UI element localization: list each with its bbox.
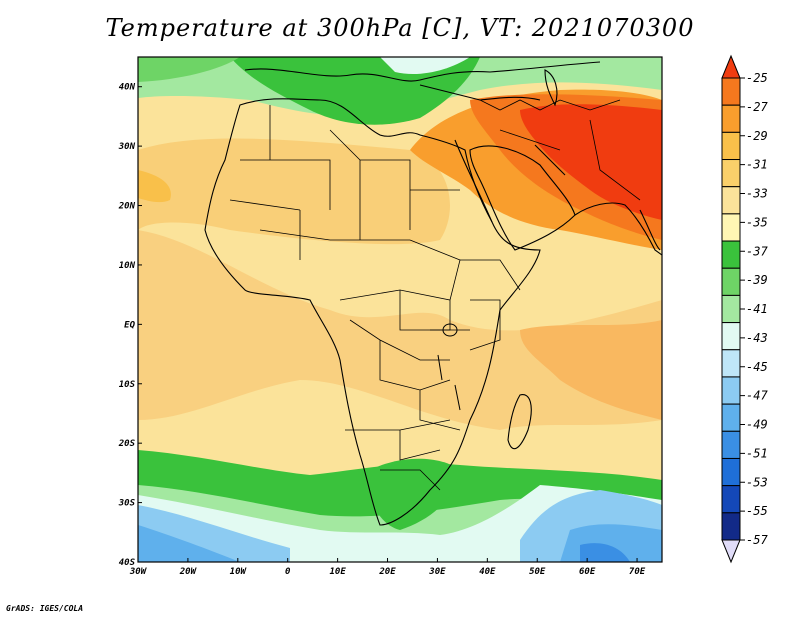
field-south-deepblue bbox=[138, 525, 240, 562]
colorbar-box bbox=[721, 77, 741, 106]
colorbar-label: -39 bbox=[746, 273, 768, 287]
colorbar-label: -45 bbox=[746, 360, 768, 374]
colorbar-label: -41 bbox=[746, 302, 768, 316]
border-lines-east bbox=[430, 259, 521, 351]
x-tick-label: 70E bbox=[629, 567, 646, 577]
colorbar-box bbox=[721, 512, 741, 541]
x-tick-label: 40E bbox=[479, 567, 496, 577]
field-indian-ocean-warm bbox=[520, 320, 662, 420]
border-lines-north bbox=[229, 105, 460, 260]
colorbar-box bbox=[721, 294, 741, 324]
colorbar-label: -43 bbox=[746, 331, 768, 345]
colorbar-box bbox=[721, 131, 741, 161]
colorbar-label: -47 bbox=[746, 389, 768, 403]
country-borders bbox=[229, 99, 641, 491]
y-tick-label: 30S bbox=[118, 499, 136, 509]
colorbar-label: -35 bbox=[746, 215, 768, 229]
x-tick-label: 50E bbox=[529, 567, 546, 577]
arabian-peninsula bbox=[469, 145, 576, 251]
colorbar-box bbox=[721, 430, 741, 459]
y-tick-label: 10N bbox=[119, 261, 136, 271]
colorbar-box bbox=[721, 213, 741, 242]
colorbar-label: -51 bbox=[746, 446, 768, 460]
x-axis: 30W 20W 10W 0 10E 20E 30E 40E 50E 60E 70E bbox=[129, 558, 646, 577]
lake-malawi bbox=[454, 384, 461, 411]
lake-tanganyika bbox=[437, 354, 443, 381]
x-tick-label: 30E bbox=[428, 567, 446, 577]
colorbar: -25 -27 -29 -31 -33 -35 -37 -39 -41 -43 -45 -47 -49 -… bbox=[721, 54, 768, 564]
colorbar-box bbox=[721, 485, 741, 514]
africa-coastline bbox=[204, 98, 541, 526]
lakes bbox=[437, 323, 461, 411]
x-tick-label: 20W bbox=[179, 567, 198, 577]
colorbar-label: -25 bbox=[746, 71, 768, 85]
colorbar-label: -55 bbox=[746, 504, 768, 518]
plot-frame bbox=[137, 56, 663, 563]
europe-coast bbox=[244, 61, 601, 82]
colorbar-box bbox=[721, 322, 741, 351]
colorbar-box bbox=[721, 267, 741, 296]
map-title: Temperature at 300hPa [C], VT: 202107030… bbox=[105, 14, 695, 42]
credit-text: GrADS: IGES/COLA bbox=[6, 604, 84, 613]
colorbar-box bbox=[721, 376, 741, 405]
colorbar-box bbox=[721, 186, 741, 215]
y-tick-label: 40N bbox=[119, 83, 136, 93]
y-tick-label: 40S bbox=[119, 558, 136, 568]
colorbar-label: -53 bbox=[746, 475, 768, 489]
field-south-africa bbox=[369, 458, 460, 530]
y-tick-label: 20S bbox=[118, 439, 136, 449]
colorbar-box bbox=[721, 104, 741, 133]
y-tick-label: 20N bbox=[118, 202, 136, 212]
colorbar-label: -29 bbox=[746, 129, 768, 143]
y-tick-label: EQ bbox=[124, 320, 135, 330]
y-tick-label: 10S bbox=[119, 380, 136, 390]
field-atlantic-north bbox=[138, 57, 240, 82]
border-lines-central bbox=[339, 239, 461, 431]
red-sea bbox=[454, 139, 493, 223]
india-coast bbox=[639, 209, 661, 251]
asia-coast bbox=[574, 202, 662, 256]
x-tick-label: 20E bbox=[378, 567, 396, 577]
field-south-darkest bbox=[580, 543, 630, 562]
lake-victoria bbox=[442, 323, 458, 337]
colorbar-box bbox=[721, 403, 741, 432]
x-tick-label: 10E bbox=[329, 567, 346, 577]
field-mediterranean bbox=[230, 57, 480, 125]
persian-gulf bbox=[534, 144, 566, 176]
colorbar-box bbox=[721, 457, 741, 487]
x-tick-label: 30W bbox=[129, 567, 148, 577]
colorbar-box bbox=[721, 349, 741, 378]
colorbar-label: -33 bbox=[746, 187, 768, 201]
y-tick-label: 30N bbox=[118, 142, 136, 152]
x-tick-label: 0 bbox=[285, 567, 291, 577]
coastlines bbox=[204, 61, 662, 526]
field-iran-hottest bbox=[520, 104, 662, 220]
field-sahara bbox=[138, 138, 450, 245]
caspian bbox=[544, 69, 558, 107]
colorbar-top-arrow bbox=[721, 54, 741, 79]
colorbar-box bbox=[721, 240, 741, 269]
field-west-warm bbox=[138, 170, 171, 203]
madagascar bbox=[507, 394, 532, 450]
colorbar-label: -27 bbox=[746, 100, 768, 114]
colorbar-bottom-arrow bbox=[721, 539, 741, 564]
field-aegean-cold bbox=[380, 57, 470, 75]
x-tick-label: 10W bbox=[230, 567, 248, 577]
colorbar-label: -31 bbox=[746, 158, 768, 172]
border-lines-south bbox=[345, 419, 451, 491]
colorbar-label: -37 bbox=[746, 244, 768, 258]
colorbar-label: -49 bbox=[746, 418, 768, 432]
x-tick-label: 60E bbox=[579, 567, 596, 577]
y-axis: 40N 30N 20N 10N EQ 10S 20S 30S 40S bbox=[118, 83, 142, 568]
border-lines-middle-east bbox=[479, 99, 641, 201]
colorbar-label: -57 bbox=[746, 533, 768, 547]
colorbar-box bbox=[721, 159, 741, 188]
